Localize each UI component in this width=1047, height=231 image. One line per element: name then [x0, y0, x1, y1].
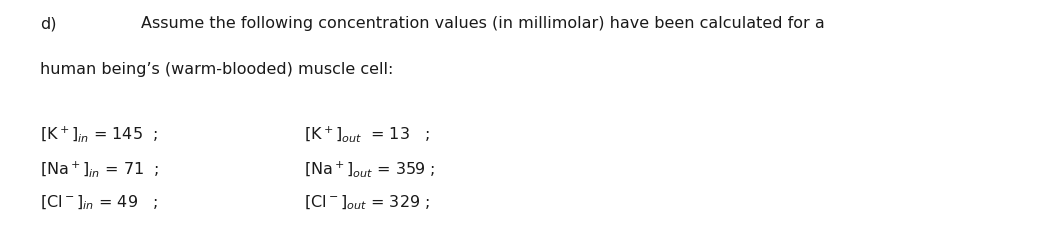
Text: [K$^+$]$_{out}$  = 13   ;: [K$^+$]$_{out}$ = 13 ;: [304, 125, 429, 144]
Text: [Cl$^-$]$_{out}$ = 329 ;: [Cl$^-$]$_{out}$ = 329 ;: [304, 194, 429, 213]
Text: Assume the following concentration values (in millimolar) have been calculated f: Assume the following concentration value…: [141, 16, 825, 31]
Text: human being’s (warm-blooded) muscle cell:: human being’s (warm-blooded) muscle cell…: [40, 62, 394, 77]
Text: [K$^+$]$_{in}$ = 145  ;: [K$^+$]$_{in}$ = 145 ;: [40, 125, 158, 144]
Text: [Cl$^-$]$_{in}$ = 49   ;: [Cl$^-$]$_{in}$ = 49 ;: [40, 194, 158, 213]
Text: [Na$^+$]$_{out}$ = 359 ;: [Na$^+$]$_{out}$ = 359 ;: [304, 159, 435, 179]
Text: d): d): [40, 16, 57, 31]
Text: [Na$^+$]$_{in}$ = 71  ;: [Na$^+$]$_{in}$ = 71 ;: [40, 159, 159, 179]
Text: $G_K$ = 0.68 μS,   $G_{Na}$ = 0.22 μS, $G_{Cl}$ = 0.38 μS: $G_K$ = 0.68 μS, $G_{Na}$ = 0.22 μS, $G_…: [40, 229, 397, 231]
